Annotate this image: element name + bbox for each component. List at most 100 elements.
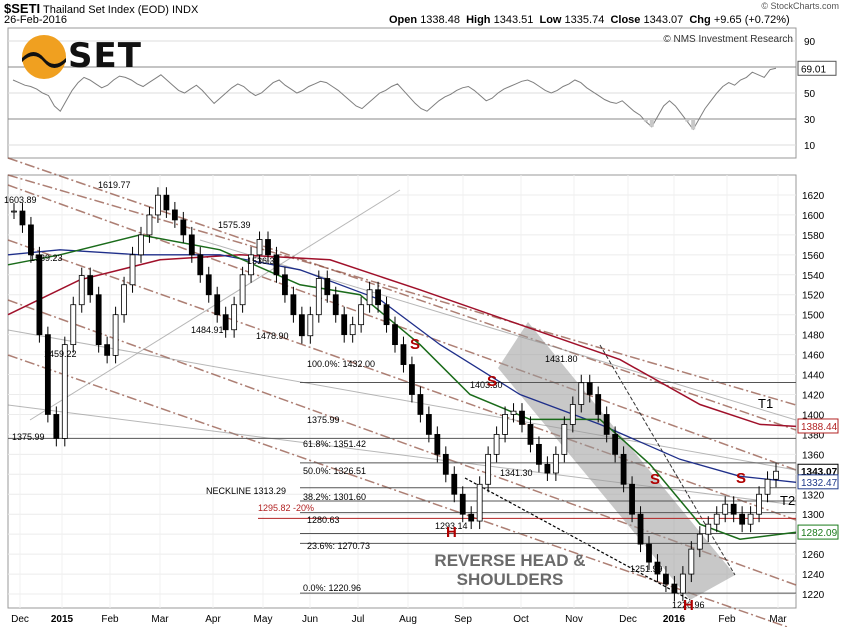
price-annotation: 1539.23: [30, 253, 63, 263]
price-tick-label: 1240: [802, 570, 825, 581]
price-annotation: 1431.80: [545, 354, 578, 364]
price-candle-body: [696, 533, 703, 550]
price-tick-label: 1580: [802, 231, 825, 242]
symbol: $SETI: [4, 1, 41, 16]
price-candle-body: [138, 234, 144, 256]
price-candle-body: [646, 543, 652, 563]
price-annotation: 0.0%: 1220.96: [303, 583, 361, 593]
x-tick-label: Mar: [151, 614, 169, 625]
price-candle-body: [358, 304, 365, 326]
price-candle-body: [637, 513, 644, 545]
price-annotation: 1375.99: [12, 432, 45, 442]
price-candle-body: [375, 289, 381, 306]
set-logo-text: SET: [68, 36, 142, 76]
price-annotation: NECKLINE 1313.29: [206, 486, 286, 496]
price-candle-body: [747, 513, 754, 525]
price-candle-body: [239, 274, 246, 306]
price-annotation: 1251.99: [630, 564, 663, 574]
price-candle-body: [603, 414, 610, 435]
pattern-label: S: [410, 336, 420, 353]
price-candle-body: [485, 453, 492, 485]
price-annotation: 100.0%: 1432.00: [307, 359, 375, 369]
price-candle-body: [146, 214, 153, 236]
price-annotation: 38.2%: 1301.60: [303, 492, 366, 502]
price-candle-body: [290, 294, 297, 316]
trend-channel-line: [7, 239, 797, 521]
trend-channel-line: [7, 354, 790, 627]
price-candle-body: [730, 503, 737, 515]
price-annotation: 1603.89: [4, 195, 37, 205]
price-annotation: 1220.96: [672, 600, 705, 610]
head-shoulders-channel: [498, 322, 735, 600]
pattern-label: H: [446, 524, 457, 541]
price-tag-label: 1343.07: [801, 467, 838, 478]
price-candle-body: [383, 304, 390, 326]
x-tick-label: Apr: [205, 614, 221, 625]
price-candle-body: [70, 304, 77, 346]
price-candle-body: [129, 254, 136, 286]
price-candle-body: [341, 314, 348, 336]
price-tag-label: 1388.44: [801, 422, 838, 433]
price-candle-body: [307, 314, 314, 337]
x-tick-label: Aug: [399, 614, 417, 625]
trend-channel-line: [7, 184, 797, 471]
price-candle-body: [222, 314, 229, 331]
price-tag-box: [797, 524, 839, 540]
rsi-tick-label: 10: [804, 141, 816, 152]
price-tag-box: [797, 474, 839, 490]
price-tick-label: 1300: [802, 510, 825, 521]
price-candle-body: [705, 523, 712, 535]
price-candle-body: [171, 209, 178, 221]
price-tick-label: 1560: [802, 251, 825, 262]
x-tick-label: Sep: [454, 614, 472, 625]
price-candle-body: [256, 239, 263, 256]
price-candle-body: [434, 434, 441, 455]
price-tick-label: 1360: [802, 450, 825, 461]
x-tick-label: Nov: [565, 614, 583, 625]
trend-channel-line: [7, 157, 797, 431]
x-tick-label: May: [254, 614, 273, 625]
price-tick-label: 1440: [802, 371, 825, 382]
price-annotation: 1293.14: [435, 521, 468, 531]
rsi-tick-label: 90: [804, 37, 816, 48]
price-tag-label: 1332.47: [801, 478, 838, 489]
price-tick-label: 1400: [802, 410, 825, 421]
price-candle-body: [544, 463, 551, 474]
price-candle-body: [315, 278, 322, 316]
pattern-label: S: [736, 470, 746, 487]
price-annotation: 1403.30: [470, 380, 503, 390]
x-tick-label: Feb: [718, 614, 736, 625]
price-annotation: 1375.99: [307, 415, 340, 425]
price-candle-body: [451, 473, 458, 495]
x-tick-label: Jun: [302, 614, 318, 625]
price-candle-body: [205, 274, 212, 296]
price-candle-body: [78, 275, 85, 306]
price-candle-body: [679, 573, 686, 594]
chart-title: $SETI Thailand Set Index (EOD) INDX: [4, 1, 198, 16]
rsi-tick-label: 30: [804, 115, 816, 126]
x-tick-label: Mar: [769, 614, 787, 625]
price-tick-label: 1600: [802, 211, 825, 222]
moving-average-100: [7, 249, 797, 483]
price-tick-label: 1320: [802, 490, 825, 501]
price-candle-body: [688, 548, 695, 575]
price-candle-body: [764, 478, 771, 495]
price-annotation: 1575.39: [218, 220, 251, 230]
price-candle-body: [671, 583, 678, 594]
channel-top-line: [599, 344, 736, 576]
price-candle-body: [19, 210, 26, 226]
price-candle-body: [155, 194, 161, 216]
price-candle-body: [510, 410, 517, 415]
price-tick-label: 1380: [802, 430, 825, 441]
price-candle-body: [722, 503, 729, 515]
target-label: T2: [780, 493, 795, 508]
price-tick-label: 1480: [802, 331, 825, 342]
pattern-label: H: [683, 597, 694, 614]
price-annotation: 61.8%: 1351.42: [303, 439, 366, 449]
x-tick-label: Oct: [513, 614, 529, 625]
price-annotation: 1619.77: [98, 180, 131, 190]
pattern-label: S: [487, 373, 497, 390]
price-candle-body: [392, 324, 398, 346]
price-tick-label: 1540: [802, 271, 825, 282]
